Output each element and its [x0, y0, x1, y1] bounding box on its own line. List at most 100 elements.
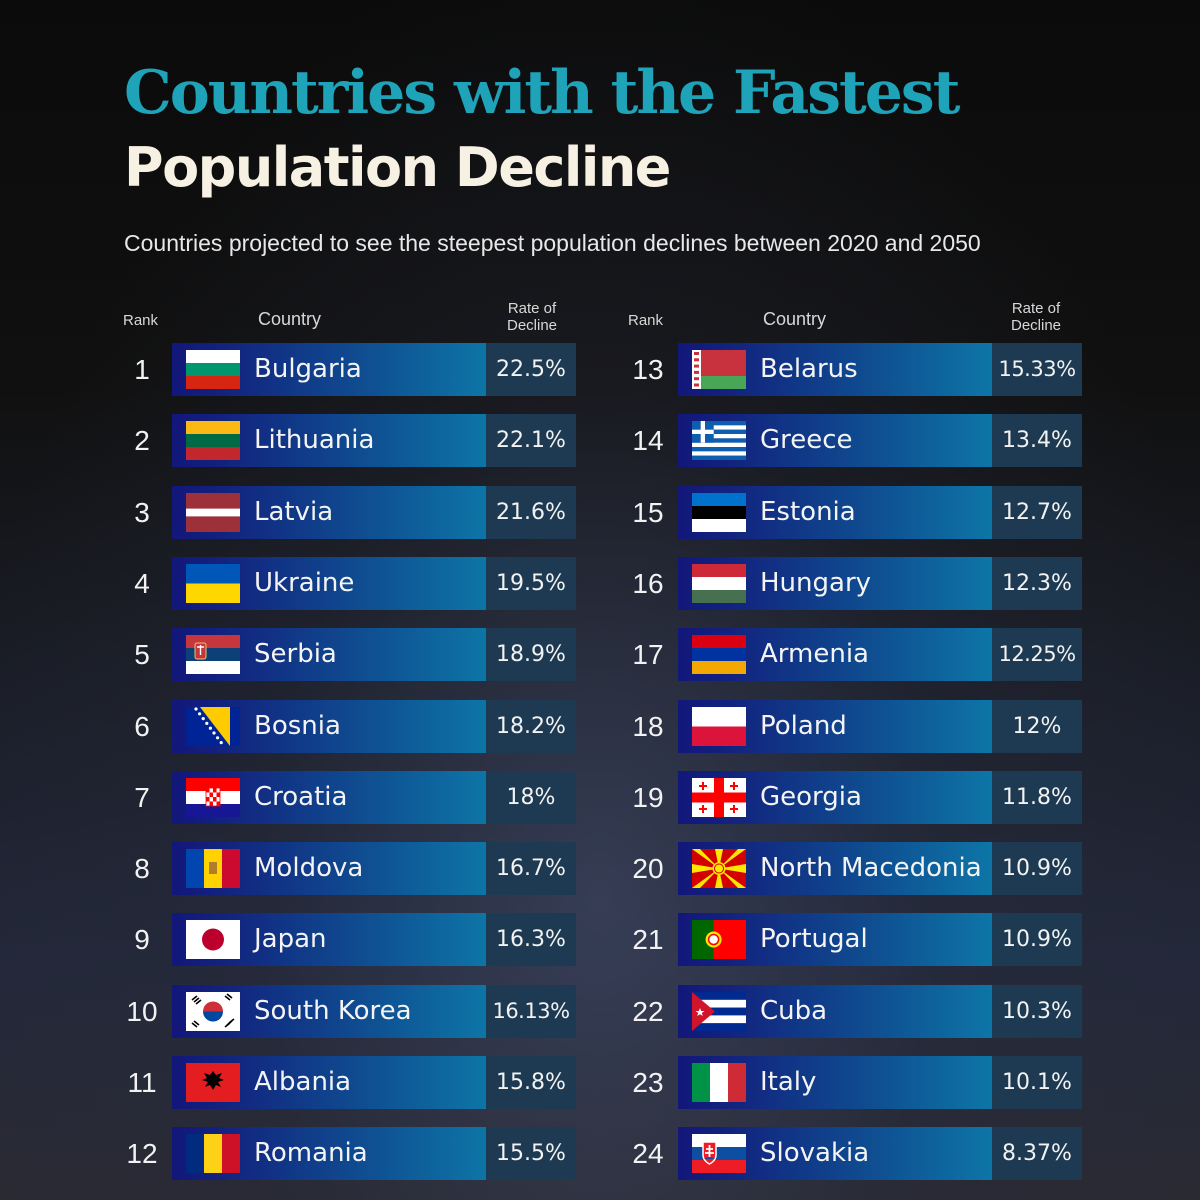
country-name: Armenia — [760, 639, 869, 670]
country-bar: Serbia 18.9% — [172, 628, 576, 682]
table-row: 18 Poland 12% — [626, 699, 1086, 753]
rank-number: 2 — [134, 425, 150, 457]
decline-rate: 12% — [992, 699, 1082, 753]
rank-number: 16 — [632, 567, 664, 599]
table-row: 16 Hungary 12.3% — [626, 556, 1086, 610]
header-rank: Rank — [628, 312, 664, 329]
country-bar: Lithuania 22.1% — [172, 414, 576, 468]
decline-rate: 10.9% — [992, 842, 1082, 896]
table-row: 19 Georgia 11.8% — [626, 770, 1086, 824]
country-bar: Moldova 16.7% — [172, 842, 576, 896]
country-name: Estonia — [760, 496, 856, 527]
header-rate-line2: Decline — [506, 317, 558, 334]
rank-number: 3 — [134, 496, 150, 528]
rank-number: 24 — [632, 1138, 664, 1170]
country-name: Ukraine — [254, 567, 355, 598]
georgia-flag-icon — [692, 777, 746, 817]
decline-rate: 15.33% — [992, 343, 1082, 396]
decline-rate: 16.3% — [486, 913, 576, 967]
country-bar: North Macedonia 10.9% — [678, 842, 1082, 896]
rank-number: 19 — [632, 781, 664, 813]
country-bar: Latvia 21.6% — [172, 485, 576, 539]
rank-number: 14 — [632, 425, 664, 457]
country-name: Bulgaria — [254, 354, 362, 384]
decline-rate: 12.3% — [992, 556, 1082, 610]
decline-rate: 18% — [486, 770, 576, 824]
decline-rate: 16.13% — [486, 984, 576, 1038]
belarus-flag-icon — [692, 350, 746, 389]
country-bar: Poland 12% — [678, 699, 1082, 753]
north-macedonia-flag-icon — [692, 849, 746, 889]
country-bar: Cuba 10.3% — [678, 984, 1082, 1038]
rank-number: 5 — [134, 639, 150, 671]
decline-rate: 13.4% — [992, 414, 1082, 468]
decline-rate: 12.25% — [992, 628, 1082, 682]
estonia-flag-icon — [692, 492, 746, 532]
country-name: Georgia — [760, 781, 862, 812]
rank-number: 11 — [127, 1067, 157, 1098]
poland-flag-icon — [692, 706, 746, 746]
croatia-flag-icon — [186, 777, 240, 817]
decline-rate: 22.5% — [486, 343, 576, 396]
header-rate: Rate of Decline — [487, 300, 577, 334]
country-bar: Romania 15.5% — [172, 1127, 576, 1181]
rank-number: 1 — [134, 354, 150, 385]
country-name: Moldova — [254, 853, 364, 884]
table-row: 11 Albania 15.8% — [120, 1056, 580, 1109]
decline-rate: 12.7% — [992, 485, 1082, 539]
decline-rate: 8.37% — [992, 1127, 1082, 1181]
table-row: 24 Slovakia 8.37% — [626, 1127, 1086, 1181]
decline-rate: 10.3% — [992, 984, 1082, 1038]
cuba-flag-icon — [692, 991, 746, 1031]
country-name: Poland — [760, 710, 847, 741]
table-row: 17 Armenia 12.25% — [626, 628, 1086, 682]
country-name: Greece — [760, 425, 853, 456]
decline-rate: 18.9% — [486, 628, 576, 682]
country-name: Romania — [254, 1138, 368, 1169]
left-column-headers: Rank Country Rate of Decline — [123, 300, 584, 340]
japan-flag-icon — [186, 920, 240, 960]
rank-number: 23 — [632, 1067, 664, 1098]
rank-number: 15 — [632, 496, 664, 528]
table-row: 14 Greece 13.4% — [626, 414, 1086, 468]
country-bar: Croatia 18% — [172, 770, 576, 824]
country-name: Italy — [760, 1067, 817, 1097]
table-row: 9 Japan 16.3% — [120, 913, 580, 967]
decline-rate: 15.8% — [486, 1056, 576, 1109]
italy-flag-icon — [692, 1063, 746, 1102]
right-column-headers: Rank Country Rate of Decline — [628, 300, 1089, 340]
rank-number: 8 — [134, 853, 150, 885]
decline-rate: 21.6% — [486, 485, 576, 539]
ukraine-flag-icon — [186, 563, 240, 603]
rank-number: 22 — [632, 995, 664, 1027]
rank-number: 18 — [632, 710, 664, 742]
country-name: Lithuania — [254, 425, 375, 456]
rank-number: 21 — [632, 924, 664, 956]
country-name: Portugal — [760, 924, 868, 955]
country-bar: Slovakia 8.37% — [678, 1127, 1082, 1181]
header-rate-line1: Rate of — [507, 300, 557, 317]
bulgaria-flag-icon — [186, 350, 240, 389]
decline-rate: 18.2% — [486, 699, 576, 753]
decline-rate: 11.8% — [992, 770, 1082, 824]
table-row: 23 Italy 10.1% — [626, 1056, 1086, 1109]
header-country: Country — [763, 309, 827, 329]
table-row: 1 Bulgaria 22.5% — [120, 343, 580, 396]
decline-rate: 22.1% — [486, 414, 576, 468]
table-row: 8 Moldova 16.7% — [120, 842, 580, 896]
serbia-flag-icon — [186, 635, 240, 675]
rank-number: 4 — [134, 567, 150, 599]
country-bar: Albania 15.8% — [172, 1056, 576, 1109]
country-name: Slovakia — [760, 1138, 870, 1169]
country-name: North Macedonia — [760, 853, 982, 884]
country-bar: Estonia 12.7% — [678, 485, 1082, 539]
decline-rate: 10.1% — [992, 1056, 1082, 1109]
rank-number: 9 — [134, 924, 150, 956]
country-bar: Georgia 11.8% — [678, 770, 1082, 824]
albania-flag-icon — [186, 1063, 240, 1102]
table-row: 2 Lithuania 22.1% — [120, 414, 580, 468]
country-name: Japan — [254, 924, 327, 955]
country-bar: Hungary 12.3% — [678, 556, 1082, 610]
country-name: Serbia — [254, 639, 337, 670]
rank-number: 13 — [632, 354, 664, 385]
